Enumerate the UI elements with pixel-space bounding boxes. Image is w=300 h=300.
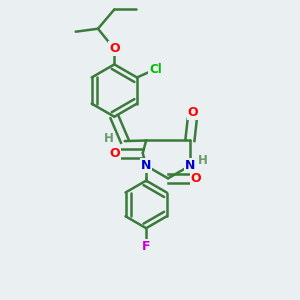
Text: H: H (197, 154, 207, 167)
Text: N: N (185, 159, 195, 172)
Text: H: H (104, 132, 114, 145)
Text: O: O (109, 42, 120, 56)
Text: O: O (110, 147, 120, 160)
Text: Cl: Cl (149, 63, 162, 76)
Text: N: N (141, 159, 151, 172)
Text: O: O (188, 106, 198, 119)
Text: F: F (142, 239, 150, 253)
Text: O: O (190, 172, 201, 185)
